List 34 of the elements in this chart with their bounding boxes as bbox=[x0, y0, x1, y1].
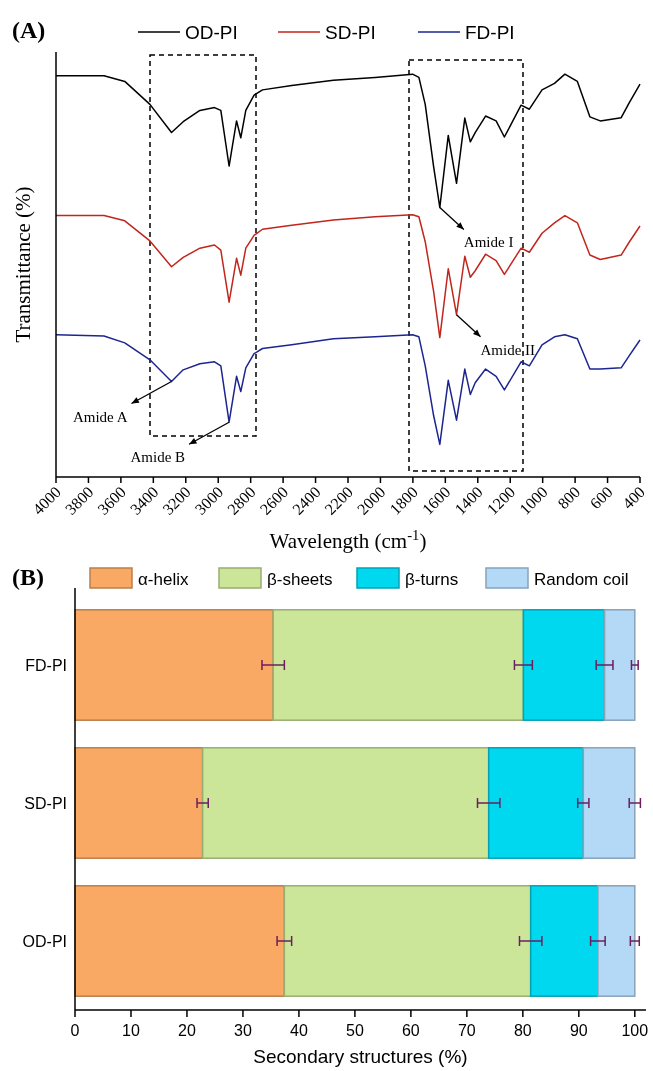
x-tick-label: 60 bbox=[401, 1022, 420, 1039]
x-axis-title: Secondary structures (%) bbox=[253, 1046, 468, 1067]
legend-label: α-helix bbox=[138, 570, 189, 589]
y-tick-label: FD-PI bbox=[25, 657, 67, 674]
y-axis-title: Transmittance (%) bbox=[11, 186, 35, 343]
x-tick-label: 80 bbox=[513, 1022, 532, 1039]
annotation: Amide II bbox=[480, 341, 536, 358]
x-tick-label: 40 bbox=[290, 1022, 308, 1039]
x-tick-label: 800 bbox=[554, 483, 584, 513]
annotation: Amide B bbox=[130, 449, 186, 466]
legend-label: β-turns bbox=[405, 570, 459, 589]
y-tick-label: OD-PI bbox=[22, 933, 67, 950]
x-tick-label: 0 bbox=[70, 1022, 80, 1039]
x-tick-label: 70 bbox=[457, 1022, 476, 1039]
x-tick-label: 50 bbox=[346, 1022, 364, 1039]
x-tick-label: 20 bbox=[178, 1022, 196, 1039]
x-tick-label: 30 bbox=[234, 1022, 252, 1039]
x-tick-label: 4000 bbox=[29, 483, 65, 518]
legend-label: OD-PI bbox=[185, 22, 238, 43]
x-tick-label: 600 bbox=[586, 483, 616, 513]
y-tick-label: SD-PI bbox=[24, 795, 67, 812]
x-tick-label: 100 bbox=[621, 1022, 649, 1039]
chart-title: (A) bbox=[12, 17, 46, 43]
legend-label: Random coil bbox=[534, 570, 629, 589]
x-tick-label: 10 bbox=[122, 1022, 140, 1039]
x-tick-label: 400 bbox=[619, 483, 649, 513]
annotation: Amide I bbox=[463, 234, 514, 251]
annotation: Amide A bbox=[72, 408, 128, 425]
legend-label: β-sheets bbox=[267, 570, 333, 589]
legend-label: FD-PI bbox=[465, 22, 515, 43]
legend-label: SD-PI bbox=[325, 22, 376, 43]
x-tick-label: 90 bbox=[569, 1022, 588, 1039]
chart-title: (B) bbox=[12, 564, 44, 590]
x-axis-title: Wavelength (cm$^{-1}$) bbox=[269, 527, 427, 553]
